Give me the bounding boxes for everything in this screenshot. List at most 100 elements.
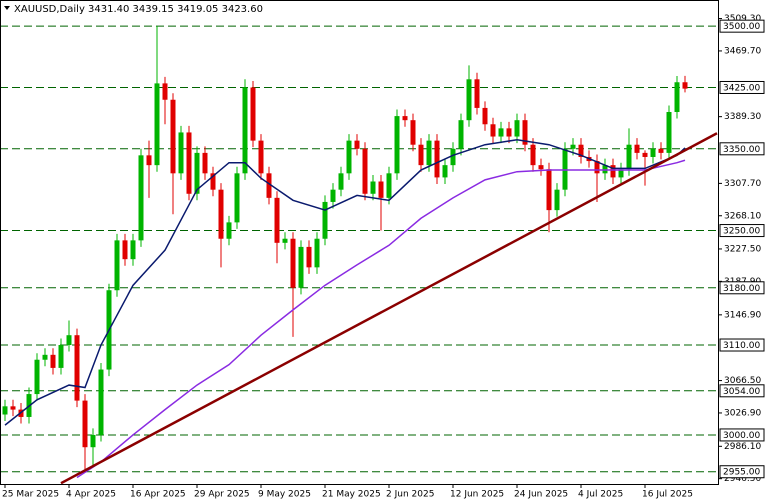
candle-body [450, 148, 456, 166]
level-label: 3110.00 [723, 341, 760, 351]
y-tick-label: 2986.10 [724, 442, 761, 452]
candle-body [506, 128, 512, 137]
candle-body [258, 140, 264, 174]
level-label: 3054.00 [723, 387, 760, 397]
level-label: 3350.00 [723, 145, 760, 155]
candle-body [442, 165, 448, 178]
candle-body [122, 240, 128, 260]
y-tick-label: 3146.90 [724, 310, 761, 320]
moving-average [4, 139, 686, 426]
candle-body [514, 120, 520, 137]
candle-body [498, 128, 504, 137]
y-tick-label: 3026.90 [724, 408, 761, 418]
candle-body [346, 140, 352, 174]
candle-body [554, 189, 560, 211]
candle-body [522, 120, 528, 145]
candle-body [530, 144, 536, 166]
candle-body [618, 169, 624, 178]
candle-body [634, 144, 640, 153]
candle-body [578, 144, 584, 157]
candle-body [642, 152, 648, 157]
candle-body [322, 201, 328, 239]
level-label-box [719, 384, 765, 398]
candle-body [370, 181, 376, 194]
x-tick-label: 24 Jun 2025 [514, 490, 568, 500]
x-tick-label: 16 Jul 2025 [642, 490, 693, 500]
candle-body [170, 99, 176, 174]
y-tick-label: 3066.50 [724, 376, 761, 386]
candle-body [562, 148, 568, 190]
y-tick-label: 3307.70 [724, 179, 761, 189]
candle-body [458, 120, 464, 149]
candle-body [74, 335, 80, 401]
plot-area [0, 25, 718, 484]
candle-body [242, 87, 248, 174]
x-tick-label: 29 Apr 2025 [194, 490, 250, 500]
candle-body [98, 369, 104, 435]
candle-body [274, 197, 280, 243]
level-label-box [719, 80, 765, 94]
y-tick-label: 3509.30 [724, 14, 761, 24]
y-tick-label: 3389.30 [724, 112, 761, 122]
level-label: 3500.00 [723, 22, 760, 32]
candle-body [466, 79, 472, 121]
level-label-box [719, 281, 765, 295]
x-tick-label: 4 Jul 2025 [578, 490, 623, 500]
candle-body [290, 238, 296, 288]
candle-body [378, 181, 384, 198]
moving-average [76, 159, 686, 479]
x-tick-label: 25 Mar 2025 [2, 490, 59, 500]
candle-body [674, 82, 680, 113]
level-label-box [719, 465, 765, 479]
candle-body [314, 238, 320, 268]
candle-body [42, 354, 48, 360]
header-arrow [4, 6, 10, 10]
candle-body [538, 165, 544, 170]
candle-body [50, 354, 56, 368]
x-tick-label: 2 Jun 2025 [386, 490, 434, 500]
x-tick-label: 12 Jun 2025 [450, 490, 504, 500]
candle-body [282, 238, 288, 243]
x-tick-label: 16 Apr 2025 [130, 490, 186, 500]
candle-body [338, 173, 344, 190]
candle-body [114, 240, 120, 291]
candle-body [474, 79, 480, 108]
candle-body [306, 246, 312, 268]
candle-body [194, 152, 200, 194]
candle-body [610, 165, 616, 178]
plot-frame [0, 0, 719, 485]
level-label-box [719, 142, 765, 156]
candle-body [186, 132, 192, 194]
level-label-box [719, 224, 765, 238]
candle-body [298, 246, 304, 288]
y-tick-label: 3268.10 [724, 211, 761, 221]
candle-body [202, 152, 208, 174]
candle-body [162, 83, 168, 100]
x-tick-label: 4 Apr 2025 [66, 490, 116, 500]
candle-body [386, 173, 392, 198]
candle-body [90, 434, 96, 448]
candle-body [570, 144, 576, 149]
candle-body [138, 155, 144, 241]
trendline [60, 132, 718, 484]
candle-body [362, 148, 368, 194]
candle-body [218, 189, 224, 239]
candle-body [666, 112, 672, 153]
candle-body [266, 173, 272, 198]
candle-body [226, 222, 232, 239]
candle-body [394, 116, 400, 174]
candle-body [426, 140, 432, 166]
level-label-box [719, 428, 765, 442]
candle-body [546, 169, 552, 211]
level-label-box [719, 338, 765, 352]
x-tick-label: 21 May 2025 [322, 490, 381, 500]
candle-body [82, 400, 88, 448]
y-tick-label: 3227.50 [724, 244, 761, 254]
symbol-title: XAUUSD,Daily [14, 4, 85, 15]
level-label: 3000.00 [723, 431, 760, 441]
candle-body [210, 173, 216, 190]
candle-body [650, 148, 656, 157]
candle-body [490, 124, 496, 137]
candle-body [250, 87, 256, 141]
x-tick-label: 9 May 2025 [258, 490, 311, 500]
